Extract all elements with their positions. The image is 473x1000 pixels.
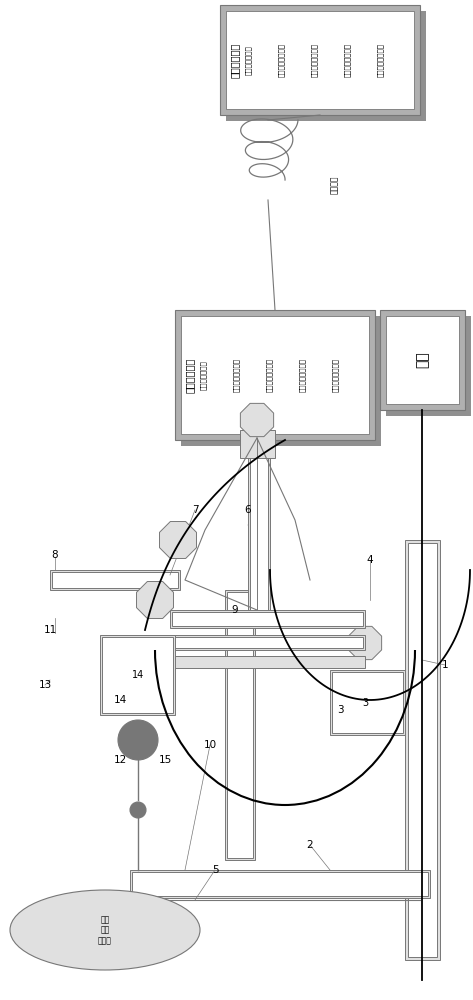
Bar <box>175 310 375 440</box>
Text: 14: 14 <box>132 670 144 680</box>
Text: 11: 11 <box>44 625 57 635</box>
Bar <box>227 592 253 858</box>
Bar <box>225 590 255 860</box>
Text: 远程线控电路: 远程线控电路 <box>230 42 240 78</box>
Text: 8: 8 <box>52 550 58 560</box>
Text: 有源
反射
反射器: 有源 反射 反射器 <box>98 915 112 945</box>
Bar <box>248 455 270 615</box>
Text: 1: 1 <box>442 660 448 670</box>
Text: 本地控制电路: 本地控制电路 <box>185 357 195 393</box>
Bar <box>250 457 268 613</box>
Text: 电源: 电源 <box>415 352 429 368</box>
Bar <box>226 11 426 121</box>
Bar <box>100 635 175 715</box>
Bar <box>220 5 420 115</box>
Text: 4: 4 <box>367 555 373 565</box>
Bar <box>130 870 430 898</box>
Bar <box>405 540 440 960</box>
Text: 9: 9 <box>232 605 238 615</box>
Text: 10: 10 <box>203 740 217 750</box>
Bar <box>52 572 178 588</box>
Text: 6: 6 <box>245 505 251 515</box>
Bar <box>408 543 437 957</box>
Text: 方位转动电机控制: 方位转动电机控制 <box>299 358 306 392</box>
Bar <box>386 316 459 404</box>
Bar <box>172 612 363 626</box>
Bar <box>330 670 405 735</box>
Bar <box>226 11 414 109</box>
Text: 15: 15 <box>158 755 172 765</box>
Circle shape <box>118 720 158 760</box>
Text: 俯仰转动电机控制: 俯仰转动电机控制 <box>377 43 384 77</box>
Text: 左右移动电机控制: 左右移动电机控制 <box>266 358 273 392</box>
Bar <box>172 637 363 648</box>
Text: 上下移动电机控制: 上下移动电机控制 <box>278 43 284 77</box>
Ellipse shape <box>10 890 200 970</box>
Bar <box>102 637 173 713</box>
Text: 7: 7 <box>192 505 198 515</box>
Text: 电源供断电控制: 电源供断电控制 <box>245 45 251 75</box>
Text: 3: 3 <box>362 698 368 708</box>
Bar <box>181 316 369 434</box>
Bar <box>170 610 365 628</box>
Bar <box>380 310 465 410</box>
Bar <box>170 656 365 668</box>
Bar <box>132 872 428 896</box>
Text: 2: 2 <box>307 840 313 850</box>
Bar <box>386 316 471 416</box>
Text: 输控电缆: 输控电缆 <box>330 176 339 194</box>
Bar <box>332 672 403 733</box>
Text: 上下移动电机控制: 上下移动电机控制 <box>233 358 239 392</box>
Text: 左右移动电机控制: 左右移动电机控制 <box>311 43 318 77</box>
Circle shape <box>130 802 146 818</box>
Bar <box>240 430 275 458</box>
Text: 12: 12 <box>114 755 127 765</box>
Bar <box>181 316 381 446</box>
Text: 13: 13 <box>38 680 52 690</box>
Text: 俯仰转动电机控制: 俯仰转动电机控制 <box>333 358 339 392</box>
Text: 方位转动电机控制: 方位转动电机控制 <box>344 43 351 77</box>
Text: 14: 14 <box>114 695 127 705</box>
Bar <box>50 570 180 590</box>
Bar <box>170 635 365 650</box>
Text: 电源供断电控制: 电源供断电控制 <box>200 360 206 390</box>
Text: 3: 3 <box>337 705 343 715</box>
Text: 5: 5 <box>212 865 219 875</box>
